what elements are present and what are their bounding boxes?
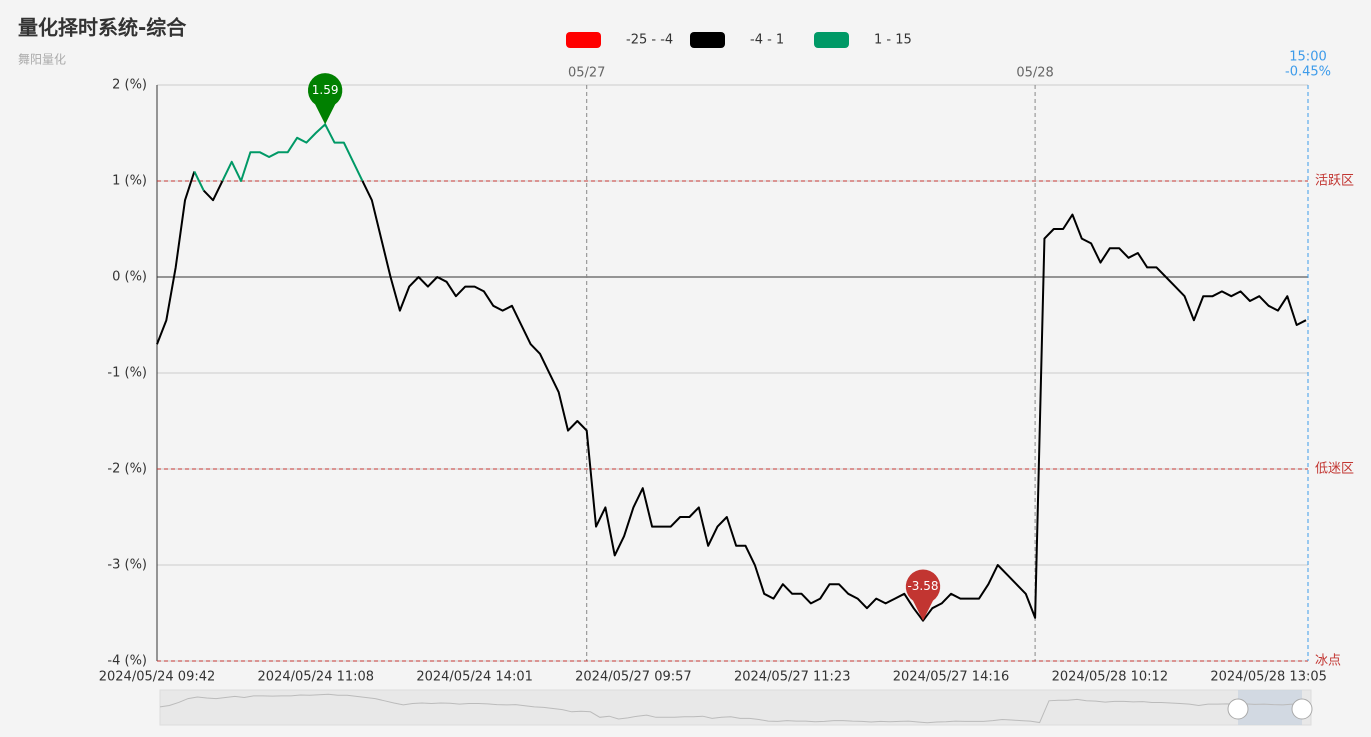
- x-tick-label: 2024/05/27 11:23: [734, 670, 851, 685]
- y-tick-label: 2 (%): [112, 78, 147, 93]
- slider-preview: [159, 693, 1312, 724]
- y-tick-label: -4 (%): [107, 654, 147, 669]
- legend-label: -4 - 1: [750, 33, 784, 48]
- line-series: [193, 170, 205, 192]
- slider-handle[interactable]: [1291, 698, 1313, 720]
- max-pin-label: 1.59: [312, 83, 339, 97]
- min-pin: [905, 569, 941, 621]
- x-tick-label: 2024/05/28 10:12: [1052, 670, 1169, 685]
- legend-label: -25 - -4: [626, 33, 673, 48]
- chart-title: 量化择时系统-综合: [18, 16, 187, 40]
- slider-handle[interactable]: [1227, 698, 1249, 720]
- x-tick-label: 2024/05/24 09:42: [99, 670, 216, 685]
- zoom-slider[interactable]: [159, 689, 1312, 726]
- x-tick-label: 2024/05/24 14:01: [416, 670, 533, 685]
- x-tick-label: 2024/05/24 11:08: [258, 670, 375, 685]
- zoom-window[interactable]: [1238, 690, 1302, 725]
- line-series: [361, 180, 1307, 622]
- y-tick-label: 1 (%): [112, 174, 147, 189]
- legend-label: 1 - 15: [874, 33, 912, 48]
- legend-swatch: [690, 32, 725, 48]
- x-tick-label: 2024/05/27 09:57: [575, 670, 692, 685]
- min-pin-label: -3.58: [907, 579, 938, 593]
- mark-line-label: 活跃区: [1315, 174, 1354, 189]
- y-tick-label: -2 (%): [107, 462, 147, 477]
- y-tick-label: -3 (%): [107, 558, 147, 573]
- legend-swatch: [814, 32, 849, 48]
- line-series: [156, 171, 196, 345]
- day-label: 05/28: [1016, 66, 1053, 81]
- day-label: 05/27: [568, 66, 605, 81]
- mark-line-label: 低迷区: [1315, 462, 1354, 477]
- chart-subtitle: 舞阳量化: [18, 53, 66, 67]
- y-tick-label: 0 (%): [112, 270, 147, 285]
- legend-swatch: [566, 32, 601, 48]
- x-tick-label: 2024/05/27 14:16: [893, 670, 1010, 685]
- end-value: -0.45%: [1285, 65, 1331, 80]
- line-series: [202, 180, 224, 202]
- line-series: [221, 123, 364, 182]
- end-time: 15:00: [1289, 50, 1326, 65]
- x-tick-label: 2024/05/28 13:05: [1210, 670, 1327, 685]
- mark-line-label: 冰点: [1315, 654, 1341, 669]
- max-pin: [307, 73, 343, 125]
- y-tick-label: -1 (%): [107, 366, 147, 381]
